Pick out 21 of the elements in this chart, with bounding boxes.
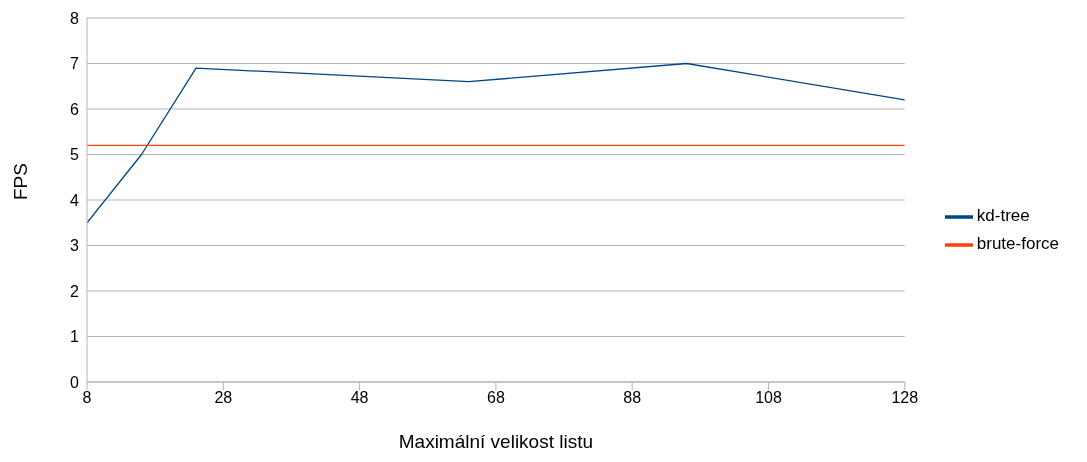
line-series [87, 62, 905, 224]
x-tick-label: 88 [623, 389, 642, 407]
y-tick-label: 2 [70, 282, 80, 300]
x-tick-label: 8 [82, 389, 92, 407]
y-tick-label: 3 [70, 237, 80, 255]
legend-label: brute-force [976, 234, 1059, 254]
y-tick-label: 1 [70, 328, 80, 346]
legend-label: kd-tree [976, 206, 1030, 226]
x-tick-label: 48 [350, 389, 369, 407]
y-axis-title: FPS [9, 163, 31, 200]
y-tick-label: 4 [70, 191, 80, 209]
x-tick-label: 128 [891, 389, 919, 407]
x-tick-label: 68 [487, 389, 505, 407]
y-tick-label: 8 [70, 9, 80, 27]
y-tick-label: 0 [70, 373, 80, 391]
y-tick-label: 6 [70, 100, 80, 118]
y-tick-label: 7 [70, 55, 80, 73]
x-tick-label: 28 [214, 389, 233, 407]
y-tick-label: 5 [70, 146, 80, 164]
x-axis-title: Maximální velikost listu [398, 431, 594, 452]
x-tick-label: 108 [755, 389, 782, 407]
